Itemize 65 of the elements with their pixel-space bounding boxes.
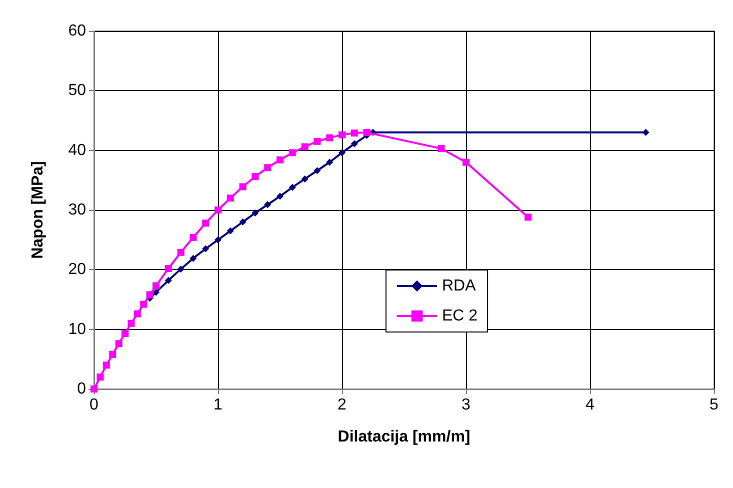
point — [264, 164, 272, 172]
y-tick-label: 10 — [68, 320, 86, 338]
point — [202, 220, 210, 227]
point — [462, 158, 470, 166]
point — [109, 350, 116, 358]
x-tick-label: 4 — [586, 396, 595, 414]
y-tick-label: 50 — [68, 82, 86, 100]
point — [363, 128, 370, 136]
y-tick-label: 40 — [68, 142, 86, 159]
x-tick-label: 1 — [214, 396, 223, 414]
point — [350, 140, 358, 148]
point — [642, 128, 650, 136]
point — [202, 245, 210, 252]
point — [164, 276, 172, 284]
point — [239, 183, 246, 190]
point — [314, 138, 321, 145]
legend-label: EC 2 — [442, 308, 478, 324]
point — [214, 206, 222, 214]
point — [239, 218, 246, 226]
point — [128, 320, 135, 327]
point — [276, 156, 284, 164]
point — [214, 236, 222, 244]
point — [134, 310, 141, 318]
point — [288, 184, 296, 191]
legend-label: RDA — [442, 278, 476, 294]
point — [140, 300, 148, 308]
y-axis-title: Napon [MPa] — [30, 161, 46, 259]
x-tick-label: 5 — [710, 396, 719, 414]
point — [190, 254, 197, 262]
x-axis-title: Dilatacija [mm/m] — [338, 428, 470, 446]
point — [301, 175, 308, 182]
point — [326, 134, 334, 142]
y-tick-label: 20 — [68, 261, 86, 278]
point — [146, 291, 154, 298]
point — [338, 149, 346, 156]
point — [190, 234, 197, 241]
point — [276, 192, 284, 200]
point — [338, 131, 346, 138]
point — [152, 282, 160, 290]
y-tick-label: 30 — [68, 202, 86, 218]
point — [524, 214, 532, 221]
point — [152, 288, 160, 296]
point — [122, 330, 128, 338]
point — [96, 374, 104, 381]
point — [102, 362, 110, 369]
x-tick-label: 2 — [338, 396, 347, 414]
point — [301, 143, 308, 150]
point — [226, 194, 234, 202]
point — [177, 248, 184, 256]
x-tick-label: 0 — [90, 396, 99, 414]
point — [264, 201, 272, 208]
y-tick-label: 0 — [77, 380, 86, 398]
point — [288, 149, 296, 156]
point — [252, 209, 259, 216]
point — [350, 130, 358, 137]
point — [252, 173, 259, 180]
point — [226, 227, 234, 234]
point — [164, 264, 172, 272]
x-tick-label: 3 — [462, 396, 471, 414]
point — [177, 266, 184, 273]
point — [314, 167, 321, 174]
point — [115, 340, 122, 348]
point — [438, 145, 445, 152]
point — [326, 158, 334, 166]
y-tick-label: 60 — [68, 22, 86, 40]
